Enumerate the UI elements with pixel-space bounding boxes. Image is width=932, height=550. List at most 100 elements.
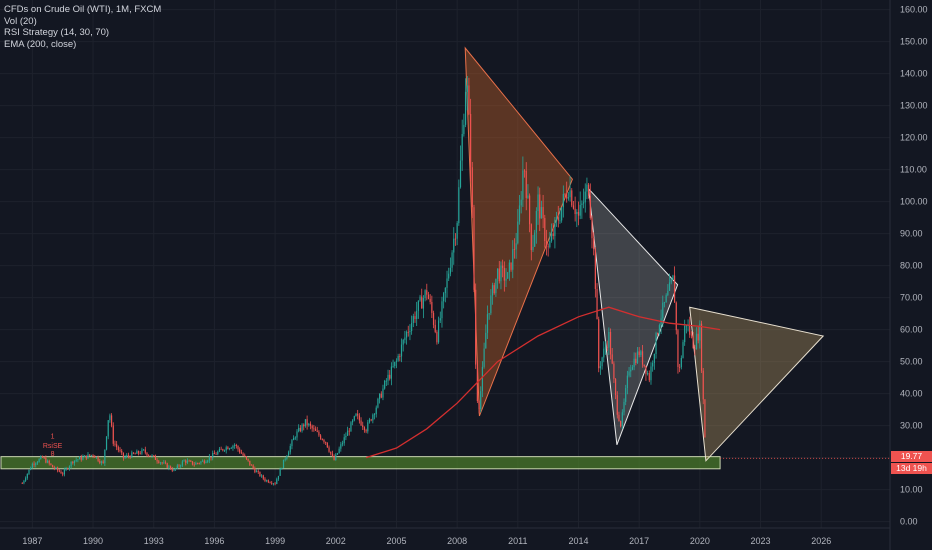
candle-body — [109, 415, 111, 421]
chart-legend: CFDs on Crude Oil (WTI), 1M, FXCM Vol (2… — [4, 4, 161, 50]
candle-body — [136, 451, 138, 454]
candle-body — [33, 463, 35, 465]
candle-body — [301, 424, 303, 431]
candle-body — [264, 478, 266, 482]
candle-body — [242, 453, 244, 456]
candle-body — [276, 479, 278, 484]
candle-body — [473, 207, 475, 290]
candle-body — [99, 460, 101, 463]
candle-body — [181, 461, 183, 466]
candle-body — [508, 262, 510, 273]
candle-body — [325, 441, 327, 443]
candle-body — [682, 342, 684, 358]
candle-body — [390, 366, 392, 379]
candle-body — [648, 373, 650, 381]
candle-body — [572, 205, 575, 209]
candle-body — [496, 268, 499, 279]
candle-body — [63, 469, 65, 475]
candle-body — [338, 448, 340, 454]
legend-rsi-strategy[interactable]: RSI Strategy (14, 30, 70) — [4, 27, 110, 38]
candle-body — [208, 456, 210, 461]
candle-body — [493, 285, 495, 294]
y-tick-label: 130.00 — [900, 101, 928, 111]
candle-body — [267, 480, 269, 483]
candle-body — [73, 460, 76, 463]
candle-body — [505, 278, 507, 281]
candle-body — [694, 348, 696, 350]
candle-body — [395, 360, 398, 362]
candle-body — [431, 301, 433, 313]
candle-body — [249, 460, 251, 465]
legend-volume[interactable]: Vol (20) — [4, 15, 37, 27]
candle-body — [308, 423, 310, 426]
candle-body — [405, 331, 408, 338]
candle-body — [411, 322, 413, 331]
candle-body — [689, 324, 691, 335]
candle-body — [60, 471, 62, 474]
candle-body — [498, 268, 500, 282]
legend-title[interactable]: CFDs on Crude Oil (WTI), 1M, FXCM — [4, 4, 162, 15]
candle-body — [437, 320, 440, 343]
candle-body — [188, 460, 190, 462]
candle-body — [180, 465, 182, 467]
candle-body — [41, 456, 44, 458]
candle-body — [68, 466, 71, 470]
candle-body — [230, 447, 232, 449]
candle-body — [591, 217, 593, 239]
candle-body — [252, 465, 254, 469]
candle-body — [599, 366, 602, 369]
candle-body — [562, 194, 564, 208]
candle-body — [43, 457, 45, 459]
candle-body — [483, 348, 485, 367]
candle-body — [613, 363, 615, 379]
y-tick-label: 10.00 — [900, 485, 923, 495]
candle-body — [357, 413, 359, 416]
signal-name: RsiSE — [43, 443, 63, 450]
candle-body — [343, 437, 345, 444]
candle-body — [104, 449, 106, 464]
candle-body — [502, 265, 504, 268]
candle-body — [28, 469, 30, 474]
candle-body — [571, 190, 573, 206]
candle-body — [232, 445, 234, 448]
candle-body — [611, 354, 613, 364]
candle-body — [107, 420, 109, 437]
x-tick-label: 2026 — [811, 536, 831, 546]
candle-body — [303, 424, 305, 427]
candle-body — [55, 467, 57, 469]
candle-body — [331, 453, 334, 457]
candle-body — [579, 204, 581, 216]
candle-body — [164, 462, 167, 464]
candle-body — [46, 460, 49, 463]
candle-body — [596, 288, 598, 320]
price-axis[interactable]: 0.0010.0020.0030.0040.0050.0060.0070.008… — [889, 0, 928, 550]
x-tick-label: 2005 — [386, 536, 406, 546]
candle-body — [127, 455, 130, 457]
candle-series — [21, 76, 706, 486]
candle-body — [341, 443, 344, 445]
candle-body — [399, 355, 401, 357]
candle-body — [284, 458, 286, 460]
y-tick-label: 100.00 — [900, 197, 928, 207]
candle-body — [105, 436, 108, 450]
candle-body — [429, 298, 431, 302]
time-axis[interactable]: 1987 1990 1993 1996 1999 2002 2005 2008 2011 2014… — [0, 527, 890, 546]
candle-body — [144, 449, 146, 453]
candle-body — [82, 456, 84, 460]
candle-body — [365, 430, 367, 432]
candle-body — [426, 290, 428, 295]
candle-body — [210, 456, 212, 459]
candle-body — [143, 449, 145, 451]
candle-body — [464, 91, 467, 125]
candle-body — [475, 289, 477, 365]
candle-body — [404, 337, 406, 340]
candle-body — [495, 278, 497, 294]
candle-body — [156, 459, 158, 462]
candle-body — [380, 393, 382, 398]
candle-body — [227, 447, 229, 450]
candle-body — [446, 278, 448, 288]
legend-ema[interactable]: EMA (200, close) — [4, 38, 77, 50]
candle-body — [557, 217, 559, 221]
candle-body — [471, 167, 473, 208]
